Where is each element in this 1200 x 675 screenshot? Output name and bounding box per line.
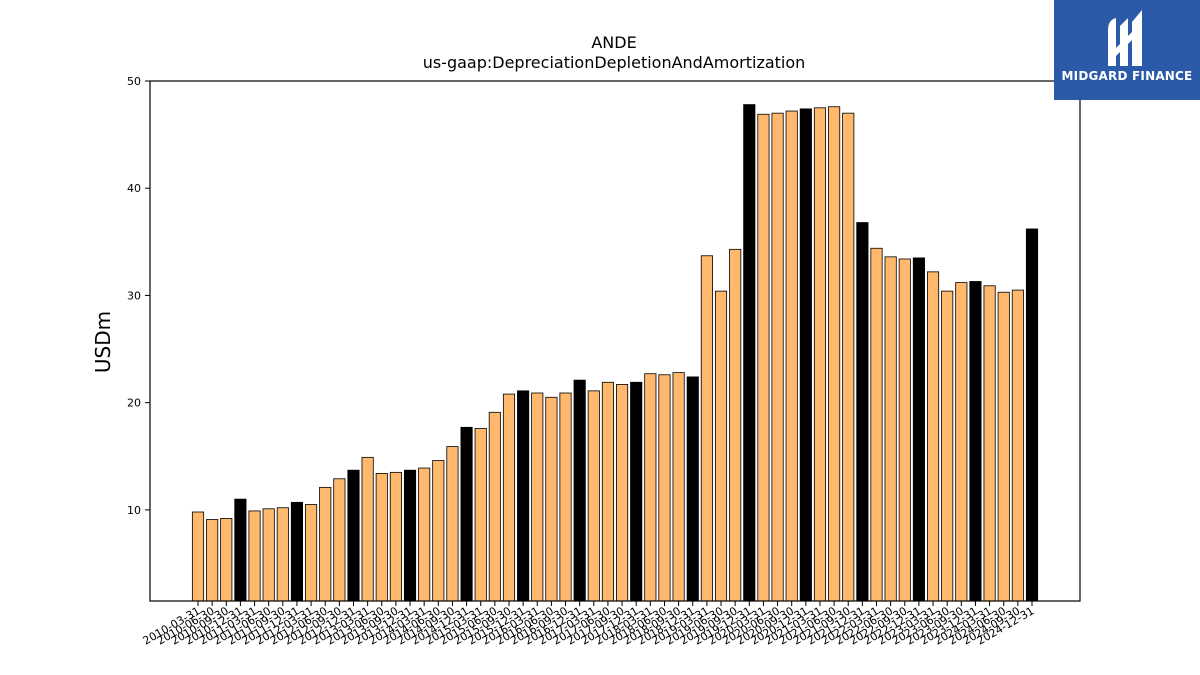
bar-2018-03-31: [644, 373, 657, 602]
bar-2017-12-31: [630, 381, 643, 602]
bar-2017-09-30: [616, 384, 629, 602]
bar-2018-06-30: [658, 374, 671, 602]
bar-2024-06-30: [997, 291, 1010, 602]
bar-2011-03-31: [248, 510, 261, 602]
bar-2023-12-31: [969, 281, 982, 602]
bar-2016-09-30: [559, 392, 572, 602]
bar-2011-09-30: [276, 507, 289, 602]
bar-2012-06-30: [319, 486, 332, 602]
bar-2010-03-31: [191, 511, 205, 602]
bar-2016-12-31: [573, 379, 586, 602]
bar-2019-09-30: [729, 248, 742, 602]
y-tick-label: 10: [127, 504, 141, 517]
brand-logo: MIDGARD FINANCE: [1054, 0, 1200, 100]
y-tick-label: 20: [127, 397, 141, 410]
bar-2015-03-31: [474, 427, 487, 602]
bar-2010-09-30: [220, 518, 233, 602]
bar-2012-09-30: [333, 478, 346, 602]
bar-2020-12-31: [799, 108, 812, 602]
bar-2021-06-30: [828, 106, 841, 602]
midgard-m-logo-icon: [1108, 10, 1142, 66]
bar-2013-06-30: [375, 473, 388, 602]
bar-2014-09-30: [446, 446, 459, 602]
bar-2014-06-30: [432, 460, 445, 602]
bar-2015-09-30: [502, 393, 516, 602]
bar-2016-06-30: [545, 396, 558, 602]
bar-2015-12-31: [517, 390, 530, 602]
bar-2022-09-30: [898, 258, 911, 602]
bar-2024-09-30: [1011, 289, 1024, 602]
x-axis: 2010-03-312010-06-302010-09-302010-12-31…: [141, 601, 1037, 648]
y-tick-label: 30: [127, 289, 141, 302]
bar-2023-03-31: [927, 271, 940, 602]
bar-2011-12-31: [290, 501, 304, 602]
bars-group: [191, 104, 1039, 602]
bar-2024-12-31: [1025, 228, 1039, 602]
bar-2014-03-31: [418, 467, 431, 602]
bar-2018-09-30: [672, 372, 685, 602]
bar-2019-03-31: [700, 255, 713, 602]
bar-2019-12-31: [743, 104, 756, 602]
bar-2022-06-30: [884, 256, 897, 602]
bar-2023-06-30: [941, 290, 954, 602]
chart-title: ANDE: [591, 33, 636, 52]
bar-2021-09-30: [842, 112, 855, 602]
bar-2013-03-31: [361, 456, 374, 602]
bar-2021-12-31: [856, 222, 869, 602]
plot-frame: [149, 80, 1081, 602]
bar-2020-06-30: [771, 112, 784, 602]
bar-2020-09-30: [785, 110, 798, 602]
bar-2022-03-31: [870, 247, 883, 602]
bar-2023-09-30: [955, 282, 968, 602]
bar-2019-06-30: [714, 290, 728, 602]
bar-2020-03-31: [757, 113, 770, 602]
bar-2011-06-30: [262, 508, 275, 602]
bar-2014-12-31: [460, 426, 473, 602]
bar-2021-03-31: [813, 107, 827, 602]
bar-2018-12-31: [686, 376, 699, 602]
bar-2013-09-30: [389, 471, 402, 602]
bar-2015-06-30: [488, 411, 501, 602]
chart-subtitle: us-gaap:DepreciationDepletionAndAmortiza…: [423, 53, 806, 72]
bar-2024-03-31: [983, 285, 996, 602]
bar-2010-12-31: [234, 498, 247, 602]
y-tick-label: 50: [127, 75, 141, 88]
y-axis: 10 20 30 40 50: [127, 75, 150, 517]
bar-2012-12-31: [347, 469, 360, 602]
y-tick-label: 40: [127, 182, 141, 195]
bar-2016-03-31: [531, 392, 544, 602]
bar-2010-06-30: [206, 519, 219, 602]
brand-name: MIDGARD FINANCE: [1061, 69, 1193, 83]
bar-2013-12-31: [403, 469, 417, 602]
bar-2017-03-31: [587, 390, 600, 602]
bar-2012-03-31: [305, 504, 318, 602]
bar-2022-12-31: [912, 257, 925, 602]
y-axis-label: USDm: [91, 311, 115, 373]
bar-2017-06-30: [601, 381, 614, 602]
